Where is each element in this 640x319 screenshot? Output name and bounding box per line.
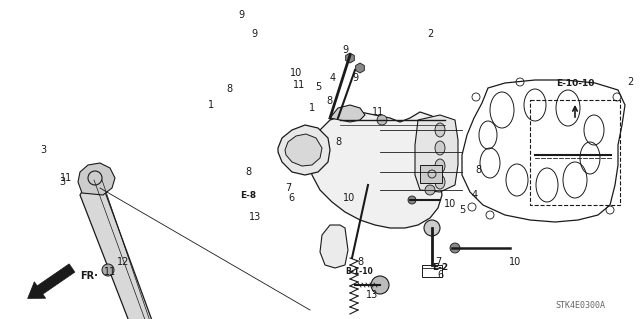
Text: FR·: FR·: [80, 271, 98, 281]
Ellipse shape: [408, 196, 416, 204]
Text: 7: 7: [285, 183, 291, 193]
Circle shape: [424, 220, 440, 236]
Circle shape: [377, 115, 387, 125]
Text: 4: 4: [330, 73, 336, 83]
Text: 10: 10: [509, 257, 521, 267]
Text: 11: 11: [293, 80, 306, 91]
Text: E-8: E-8: [240, 191, 256, 201]
Text: 8: 8: [326, 96, 333, 107]
Polygon shape: [346, 53, 355, 63]
Ellipse shape: [435, 123, 445, 137]
Text: 13: 13: [366, 290, 378, 300]
Text: 5: 5: [316, 82, 322, 92]
Text: 4: 4: [472, 190, 478, 200]
Text: E-10-10: E-10-10: [556, 79, 594, 88]
Circle shape: [102, 264, 114, 276]
Polygon shape: [78, 163, 115, 195]
Text: 9: 9: [342, 45, 348, 55]
Text: 10: 10: [342, 193, 355, 204]
Text: 8: 8: [245, 167, 252, 177]
Text: 9: 9: [239, 10, 245, 20]
Text: 3: 3: [59, 177, 65, 187]
Ellipse shape: [435, 141, 445, 155]
Text: 7: 7: [435, 257, 441, 267]
FancyArrow shape: [28, 264, 75, 299]
Polygon shape: [356, 63, 364, 73]
Text: 2: 2: [627, 77, 633, 87]
Text: 1: 1: [208, 100, 214, 110]
Text: 9: 9: [352, 73, 358, 83]
Text: 11: 11: [104, 267, 116, 277]
Polygon shape: [80, 178, 192, 319]
Bar: [420, 165, 442, 183]
Text: 6: 6: [437, 270, 443, 280]
Text: B-1-10: B-1-10: [345, 268, 372, 277]
Text: 2: 2: [427, 29, 433, 40]
Text: 6: 6: [288, 193, 294, 204]
Text: STK4E0300A: STK4E0300A: [555, 300, 605, 309]
Text: E-2: E-2: [432, 263, 448, 272]
Polygon shape: [285, 134, 322, 166]
Text: 5: 5: [459, 205, 465, 215]
Text: 8: 8: [335, 137, 341, 147]
Polygon shape: [330, 105, 365, 122]
Circle shape: [425, 185, 435, 195]
Text: 9: 9: [252, 29, 258, 40]
Bar: [422, 265, 442, 277]
Polygon shape: [278, 125, 330, 175]
Text: 11: 11: [60, 173, 72, 183]
Bar: [530, 100, 620, 205]
Text: 12: 12: [116, 256, 129, 267]
Ellipse shape: [450, 243, 460, 253]
Text: 8: 8: [226, 84, 232, 94]
Polygon shape: [310, 112, 445, 228]
Text: 8: 8: [475, 165, 481, 175]
Text: 11: 11: [372, 107, 384, 117]
Polygon shape: [415, 115, 458, 192]
Ellipse shape: [435, 175, 445, 189]
Circle shape: [371, 276, 389, 294]
Text: 8: 8: [357, 257, 363, 267]
Polygon shape: [320, 225, 348, 268]
Text: 3: 3: [40, 145, 47, 155]
Ellipse shape: [435, 159, 445, 173]
Text: 1: 1: [309, 103, 315, 113]
Text: 10: 10: [289, 68, 302, 78]
Text: 13: 13: [248, 212, 261, 222]
Text: 10: 10: [444, 199, 456, 209]
